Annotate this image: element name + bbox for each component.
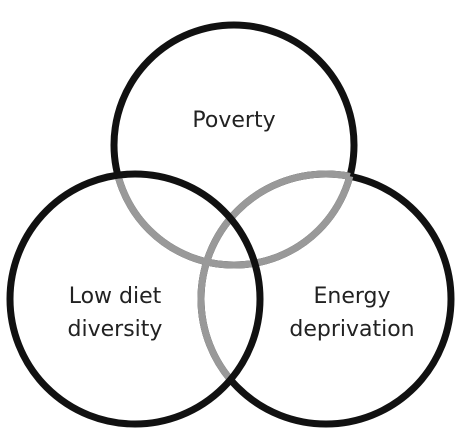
label-energy: Energy (313, 284, 390, 309)
label-energy: deprivation (289, 317, 414, 342)
overlap-arc (110, 174, 358, 269)
label-diet: Low diet (69, 284, 162, 309)
overlap-arc (197, 170, 354, 424)
label-diet: diversity (68, 317, 163, 342)
label-poverty: Poverty (192, 108, 275, 133)
circle-diet (6, 170, 264, 428)
